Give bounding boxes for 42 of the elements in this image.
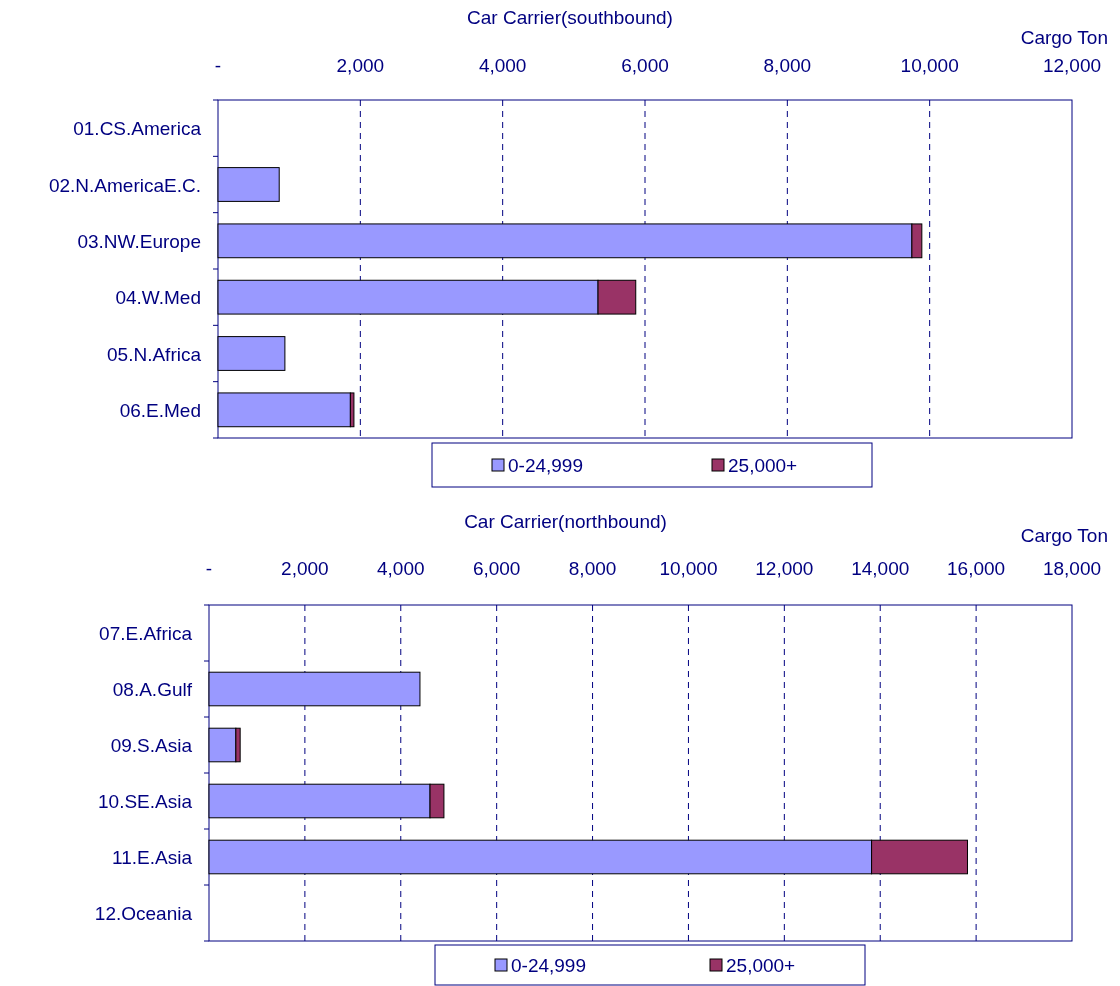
x-tick-label: 4,000: [377, 558, 425, 579]
x-tick-label: -: [205, 558, 213, 579]
legend-label: 25,000+: [728, 455, 798, 476]
y-tick-label: 02.N.AmericaE.C.: [48, 174, 201, 196]
bar: [208, 671, 421, 707]
x-axis-title: Cargo Ton: [1020, 27, 1108, 48]
y-tick-label: 09.S.Asia: [110, 735, 193, 756]
x-tick-label: 4,000: [478, 55, 527, 76]
x-tick-label: 10,000: [659, 558, 718, 579]
y-tick-label: 03.NW.Europe: [77, 230, 201, 252]
x-tick-label: 8,000: [568, 558, 617, 579]
x-tick-label: 2,000: [281, 558, 329, 579]
x-tick-label: 6,000: [472, 558, 521, 579]
legend-label: 25,000+: [726, 955, 796, 976]
x-tick-label: 10,000: [900, 55, 959, 76]
bar: [217, 392, 351, 428]
bar: [217, 167, 280, 202]
x-tick-label: 16,000: [947, 558, 1006, 579]
y-tick-label: 11.E.Asia: [112, 847, 193, 868]
x-axis-title: Cargo Ton: [1020, 525, 1108, 546]
chart-title: Car Carrier(northbound): [464, 511, 667, 532]
x-tick-label: 12,000: [755, 558, 814, 579]
bar: [217, 336, 286, 371]
y-tick-label: 10.SE.Asia: [98, 791, 193, 812]
x-tick-label: 18,000: [1042, 558, 1102, 579]
y-tick-label: 06.E.Med: [119, 399, 201, 421]
x-tick-label: 2,000: [336, 55, 385, 76]
y-tick-label: 12.Oceania: [94, 903, 193, 924]
legend-label: 0-24,999: [508, 455, 584, 476]
y-tick-label: 05.N.Africa: [107, 343, 202, 365]
y-tick-label: 04.W.Med: [115, 287, 201, 309]
bar: [208, 727, 237, 763]
x-tick-label: 12,000: [1042, 55, 1102, 76]
x-tick-label: 14,000: [851, 558, 910, 579]
y-tick-label: 08.A.Gulf: [112, 679, 193, 700]
x-tick-label: -: [214, 55, 222, 76]
y-tick-label: 07.E.Africa: [99, 623, 193, 644]
chart-title: Car Carrier(southbound): [467, 7, 673, 28]
x-tick-label: 6,000: [621, 55, 669, 76]
x-tick-label: 8,000: [763, 55, 812, 76]
legend-label: 0-24,999: [511, 955, 587, 976]
y-tick-label: 01.CS.America: [73, 118, 202, 140]
